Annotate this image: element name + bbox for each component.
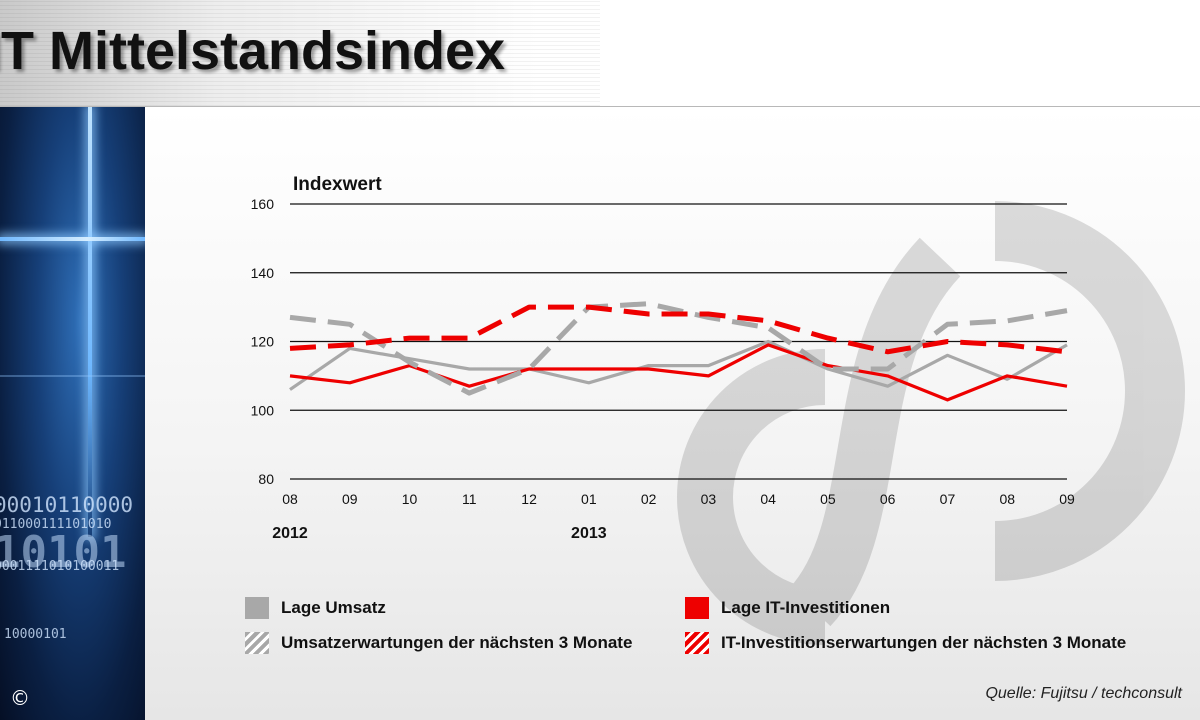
binary-text-line: 10101 [0, 527, 127, 578]
binary-text-line: 0001111010100011 [0, 559, 120, 574]
y-tick-label: 120 [251, 334, 275, 350]
legend-item-lage-it-investitionen: Lage IT-Investitionen [685, 597, 890, 619]
x-tick-label: 05 [820, 491, 836, 507]
x-tick-label: 08 [282, 491, 298, 507]
legend-swatch-red-hatched [685, 632, 709, 654]
grid-line-decoration [0, 375, 145, 377]
series-line-3 [289, 301, 1068, 396]
light-beam-horizontal [0, 237, 145, 241]
line-chart: 80 100 120 140 160 08 09 10 11 12 01 02 03 04 05 06 07 0… [251, 174, 1185, 645]
series-line-1 [289, 339, 1068, 391]
series-line-2 [289, 343, 1068, 402]
x-tick-label: 08 [999, 491, 1015, 507]
light-beam-vertical [88, 107, 92, 537]
legend-label: Lage IT-Investitionen [721, 598, 891, 617]
x-tick-label: 09 [342, 491, 358, 507]
y-tick-label: 100 [251, 402, 275, 418]
legend-label: Umsatzerwartungen der nächsten 3 Monate [281, 633, 633, 652]
binary-text-line: 10000101 [4, 627, 67, 642]
content-panel: 80 100 120 140 160 08 09 10 11 12 01 02 03 04 05 06 07 0… [145, 107, 1200, 720]
x-tick-label: 12 [521, 491, 537, 507]
year-label: 2013 [571, 525, 607, 542]
x-tick-label: 11 [462, 491, 477, 507]
page-title: IT Mittelstandsindex [0, 21, 506, 81]
legend-item-umsatzerwartungen: Umsatzerwartungen der nächsten 3 Monate [245, 632, 632, 654]
y-axis-label: Indexwert [293, 174, 382, 195]
legend-label: Lage Umsatz [281, 598, 386, 617]
legend-swatch-gray [245, 597, 269, 619]
x-tick-label: 09 [1059, 491, 1075, 507]
x-tick-label: 03 [701, 491, 717, 507]
y-tick-label: 80 [258, 471, 274, 487]
sidebar-decoration: 00010110000 011000111101010 10101 000111… [0, 107, 145, 720]
binary-text-line: 011000111101010 [0, 517, 112, 532]
binary-text-line: 00010110000 [0, 493, 134, 517]
series-line-4 [289, 304, 1068, 355]
x-tick-label: 01 [581, 491, 597, 507]
source-note: Quelle: Fujitsu / techconsult [985, 685, 1182, 702]
copyright-mark: © [10, 686, 30, 710]
year-label: 2012 [272, 525, 308, 542]
header-stripes [0, 0, 600, 106]
x-tick-label: 02 [641, 491, 657, 507]
x-tick-label: 07 [940, 491, 956, 507]
x-tick-label: 06 [880, 491, 896, 507]
x-tick-label: 04 [760, 491, 776, 507]
watermark-logo [677, 201, 1185, 645]
y-tick-label: 140 [251, 265, 275, 281]
legend-item-lage-umsatz: Lage Umsatz [245, 597, 386, 619]
header-bar: IT Mittelstandsindex [0, 0, 1200, 107]
y-tick-label: 160 [251, 196, 275, 212]
legend-swatch-red [685, 597, 709, 619]
legend-label: IT-Investitionserwartungen der nächsten … [721, 633, 1127, 652]
x-tick-label: 10 [402, 491, 418, 507]
legend-swatch-gray-hatched [245, 632, 269, 654]
legend-item-it-investitionserwartungen: IT-Investitionserwartungen der nächsten … [685, 632, 1126, 654]
